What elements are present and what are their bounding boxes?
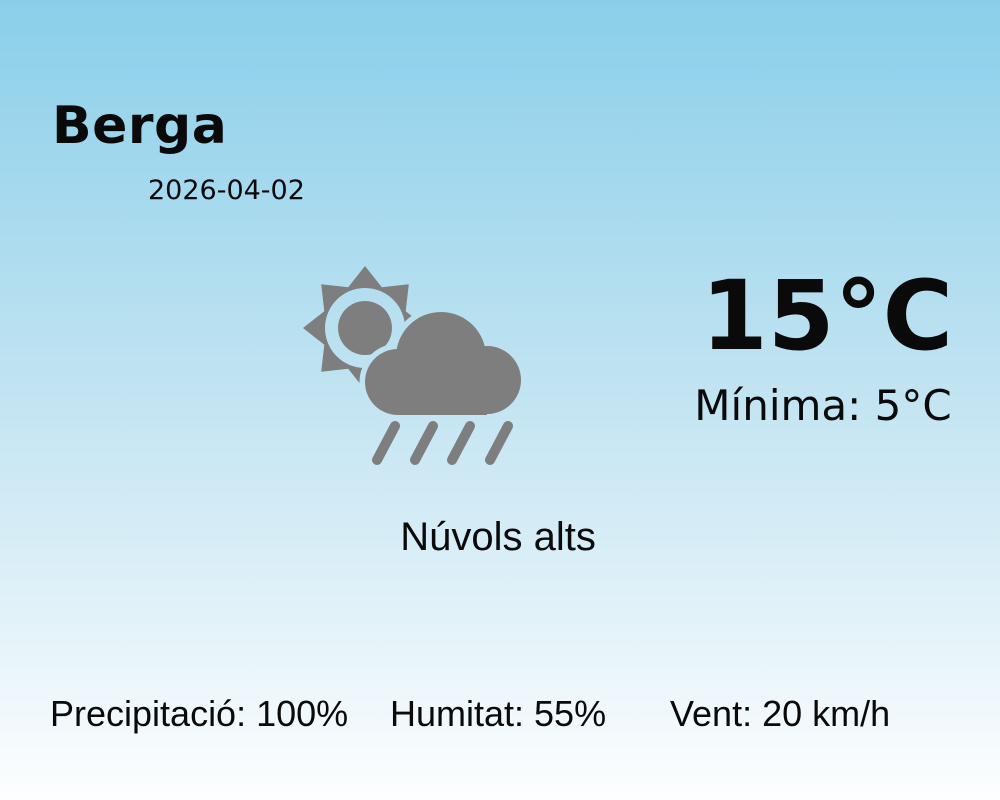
precipitation-value: Precipitació: 100%	[50, 693, 349, 734]
rain-icon	[372, 421, 513, 465]
condition-text: Núvols alts	[400, 515, 596, 559]
wind-value: Vent: 20 km/h	[670, 693, 891, 734]
current-temperature: 15°C	[700, 260, 954, 372]
weather-icon-shapes	[303, 266, 521, 465]
sun-behind-rain-cloud-icon	[303, 266, 521, 465]
location-name: Berga	[52, 96, 228, 156]
forecast-date: 2026-04-02	[148, 175, 305, 206]
minimum-temperature: Mínima: 5°C	[694, 381, 952, 430]
humidity-value: Humitat: 55%	[390, 693, 607, 734]
cloud-icon	[365, 312, 521, 415]
weather-icon-box	[298, 258, 533, 472]
